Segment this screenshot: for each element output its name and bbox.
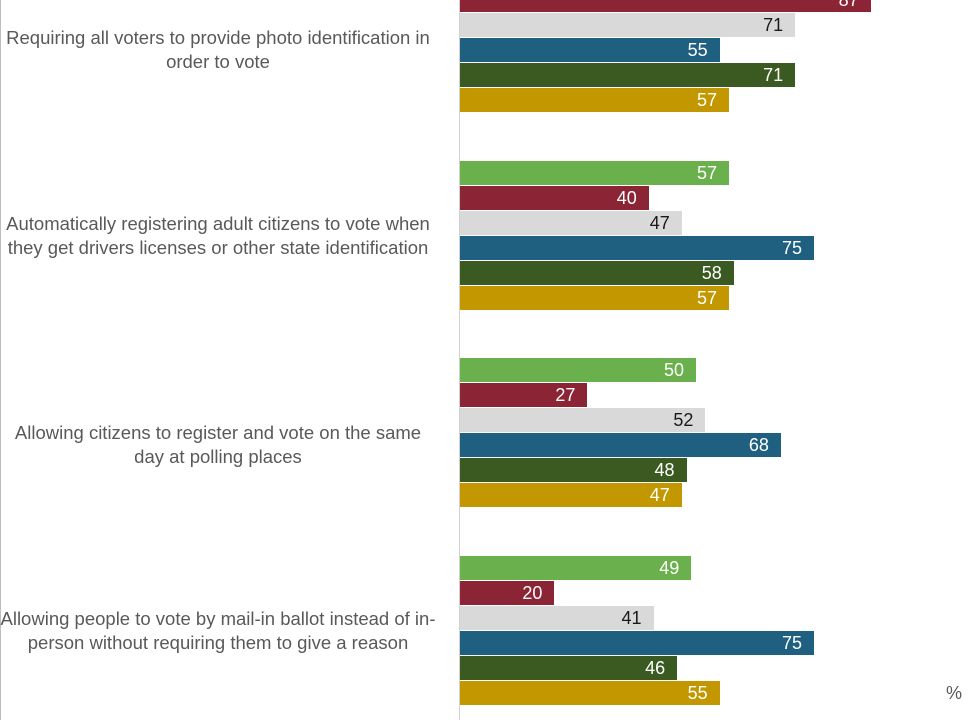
bar [460,483,682,507]
data-label: 47 [649,485,670,505]
data-label: 75 [781,237,802,258]
data-label: 20 [522,582,543,603]
data-label: 41 [621,607,642,628]
bar [460,285,730,310]
bar [460,63,796,87]
data-label: 57 [697,90,718,110]
data-label: 75 [781,632,802,653]
bar [460,38,720,62]
data-label: 55 [687,682,708,703]
data-label: 47 [649,212,670,233]
bar [460,13,796,37]
category-label: Allowing citizens to register and vote o… [14,422,422,467]
bar [460,0,871,12]
unit-label: % [946,683,963,703]
data-label: 58 [701,262,722,283]
bar [460,260,734,285]
data-label: 71 [763,65,784,85]
bar [460,605,654,630]
bar [460,88,730,112]
bar [460,160,730,185]
data-label: 71 [763,15,784,35]
data-label: 49 [659,557,680,578]
axis-baseline [459,0,460,720]
bar [460,655,678,680]
bar [460,555,692,580]
bar [460,408,706,432]
data-label: 52 [673,410,694,430]
data-label: 40 [616,187,637,208]
bar [460,185,649,210]
data-label: 55 [687,40,708,60]
category-label: Requiring all voters to provide photo id… [6,27,430,72]
bar [460,235,814,260]
data-label: 48 [654,460,675,480]
bar [460,358,696,382]
bar [460,458,687,482]
data-label: 27 [555,385,576,405]
data-label: 68 [748,435,769,455]
category-label: Allowing people to vote by mail-in ballo… [0,607,436,653]
data-label: 87 [838,0,859,10]
bar [460,433,781,457]
bar [460,630,814,655]
bar [460,580,555,605]
bar [460,383,588,407]
chart-left-border [0,0,1,720]
bar [460,210,682,235]
data-label: 57 [697,162,718,183]
category-label: Automatically registering adult citizens… [6,212,430,258]
data-label: 57 [697,287,718,308]
bar [460,680,720,705]
data-label: 46 [645,657,666,678]
data-label: 50 [663,360,684,380]
